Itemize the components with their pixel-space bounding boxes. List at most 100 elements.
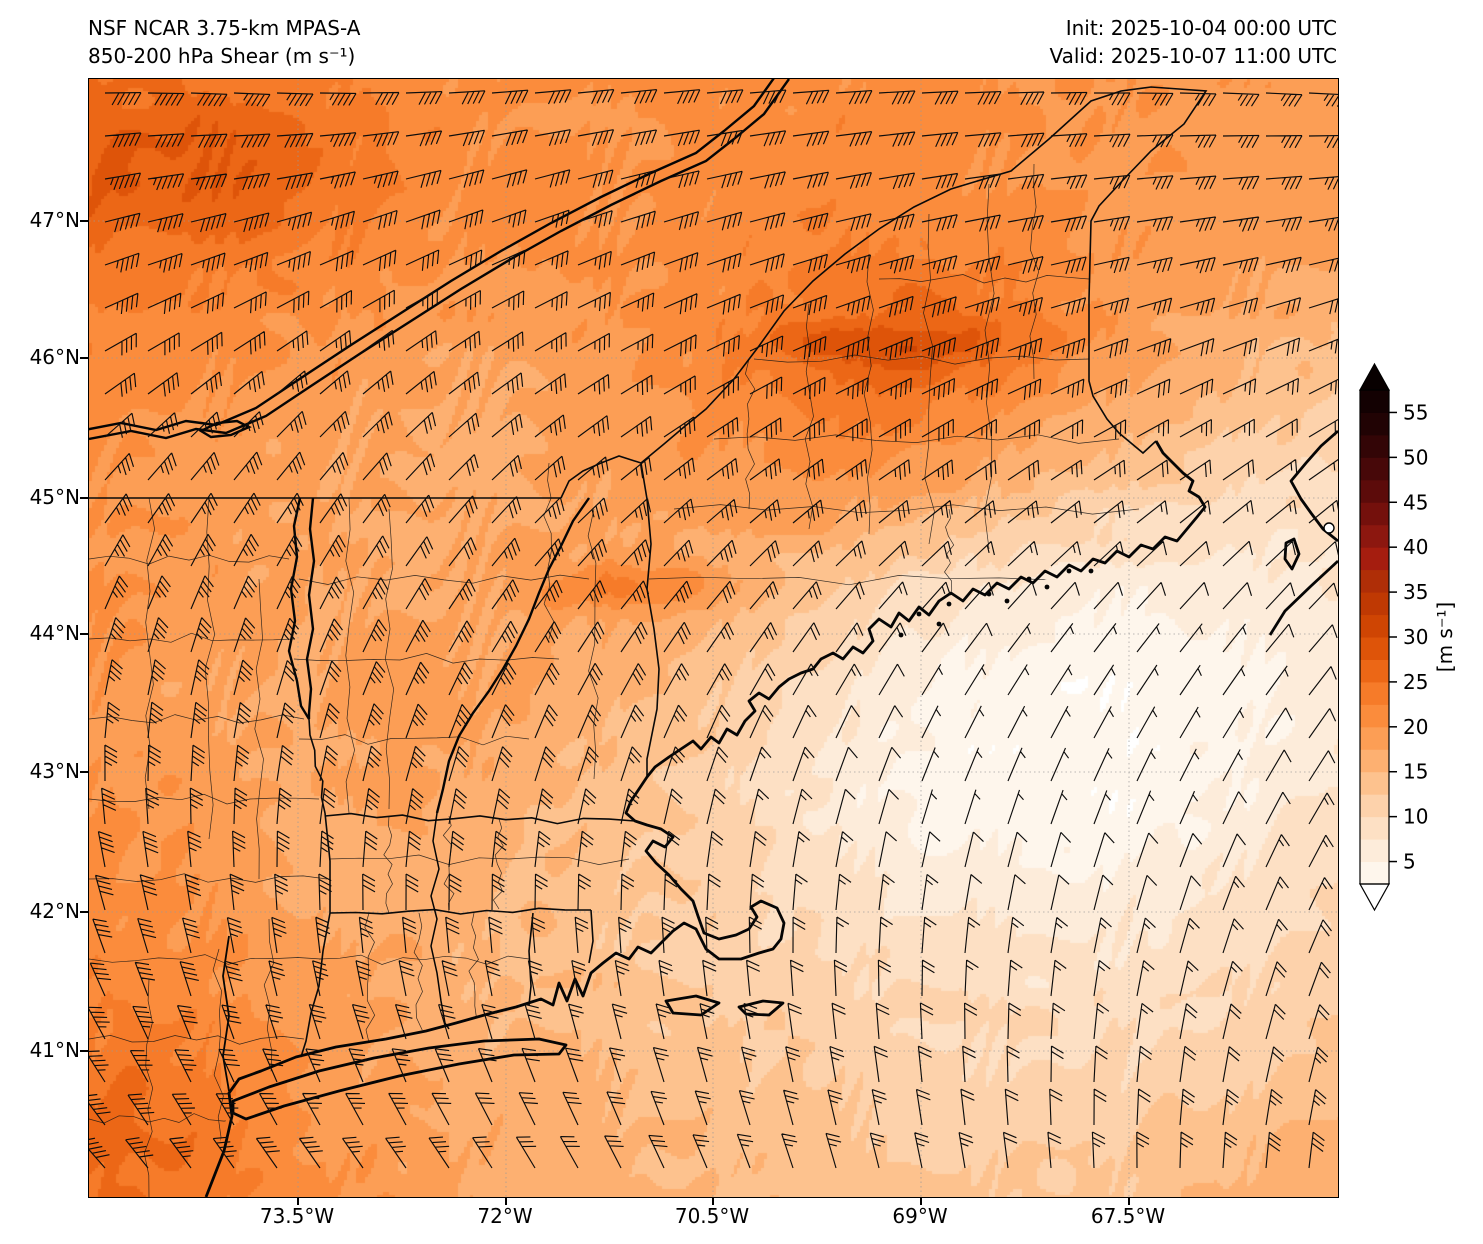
county-line [254,578,264,880]
lon-tick-mark [920,1197,922,1205]
lat-tick-mark [80,633,88,635]
county-line [745,358,756,510]
colorbar-segment [1360,569,1389,593]
county-line [364,912,376,1060]
county-line [89,714,305,724]
lat-tick-label: 44°N [29,621,80,645]
island-dot [916,611,922,617]
county-line [89,554,290,565]
county-line [89,632,295,643]
colorbar-segment [1360,771,1389,795]
lon-tick-mark [505,1197,507,1205]
county-line [89,873,328,883]
colorbar-tick-label: 20 [1403,715,1428,739]
plot-title: NSF NCAR 3.75-km MPAS-A 850-200 hPa Shear… [88,14,360,70]
island-dot [986,591,992,597]
county-line [204,497,216,840]
connecticut-river [435,497,590,814]
init-time: Init: 2025-10-04 00:00 UTC [1065,16,1337,40]
county-line [713,434,1120,444]
island-dot [1088,568,1094,574]
colorbar-tick-label: 50 [1403,445,1428,469]
island-dot [1044,584,1050,590]
border-maine-canada [560,86,1208,499]
colorbar-segment [1360,704,1389,728]
colorbar-segment [1360,839,1389,863]
colorbar-segment [1360,524,1389,548]
lon-tick-label: 70.5°W [674,1204,750,1228]
lon-tick-mark [297,1197,299,1205]
lat-tick-label: 41°N [29,1038,80,1062]
coast-main [204,440,1207,1197]
lon-tick-label: 69°W [892,1204,948,1228]
border-ma-north [324,812,636,825]
lat-tick-mark [80,497,88,499]
county-line [293,653,560,664]
colorbar: 5 10 15 20 25 30 35 40 45 50 55 [m s⁻¹] [1358,362,1457,912]
county-line [863,253,874,535]
county-line [543,462,555,640]
county-line [298,574,590,585]
county-line [673,504,1140,515]
coastal-islands [898,568,1094,638]
lat-tick-label: 46°N [29,345,80,369]
colorbar-segment [1360,479,1389,503]
county-line [413,912,423,1045]
county-line [384,508,395,810]
station-marker [1323,522,1335,534]
county-line [298,734,530,746]
graticule [89,79,1338,1197]
island-dot [946,601,952,607]
colorbar-segment [1360,434,1389,458]
colorbar-tick-label: 10 [1403,805,1428,829]
nova-scotia-coast [1268,559,1338,636]
county-line [804,303,814,530]
valid-time: Valid: 2025-10-07 11:00 UTC [1049,44,1337,68]
border-nh-me [640,462,660,777]
county-line [89,954,322,965]
colorbar-tick-label: 55 [1403,400,1428,424]
lat-tick-label: 42°N [29,899,80,923]
colorbar-tick-label: 45 [1403,490,1428,514]
lon-tick-label: 73.5°W [259,1204,335,1228]
colorbar-segment [1360,749,1389,773]
long-island [231,1037,568,1121]
colorbar-segment [1360,592,1389,616]
lat-tick-label: 47°N [29,208,80,232]
island-dot [1026,576,1032,582]
lat-tick-label: 45°N [29,485,80,509]
colorbar-segment [1360,659,1389,683]
county-line [89,793,320,805]
wind-barbs [89,89,1338,1169]
new-brunswick-coast [1289,429,1338,543]
map-overlay-svg [89,79,1338,1197]
lake-champlain-east [305,497,316,719]
county-line [212,948,224,1160]
colorbar-tick-label: 35 [1403,580,1428,604]
colorbar-segment [1360,637,1389,660]
county-line [984,183,995,550]
island-dot [936,621,942,627]
title-line-2: 850-200 hPa Shear (m s⁻¹) [88,44,356,68]
colorbar-tick-label: 15 [1403,760,1428,784]
colorbar-unit-label: [m s⁻¹] [1433,602,1457,672]
colorbar-segment [1360,547,1389,571]
county-line [468,912,479,1030]
county-line [318,954,530,965]
lat-tick-label: 43°N [29,759,80,783]
colorbar-segment [1360,412,1389,436]
colorbar-segment [1360,502,1389,526]
lat-tick-mark [80,911,88,913]
shear-fill-canvas [89,79,1338,1197]
lat-tick-mark [80,220,88,222]
lat-tick-mark [80,771,88,773]
county-line [587,508,599,780]
lon-tick-label: 72°W [477,1204,533,1228]
map-panel [88,78,1339,1198]
coastline [204,429,1338,1197]
border-ma-south [329,907,592,915]
county-line [143,978,154,1197]
county-line [328,854,630,865]
colorbar-tick-label: 30 [1403,625,1428,649]
